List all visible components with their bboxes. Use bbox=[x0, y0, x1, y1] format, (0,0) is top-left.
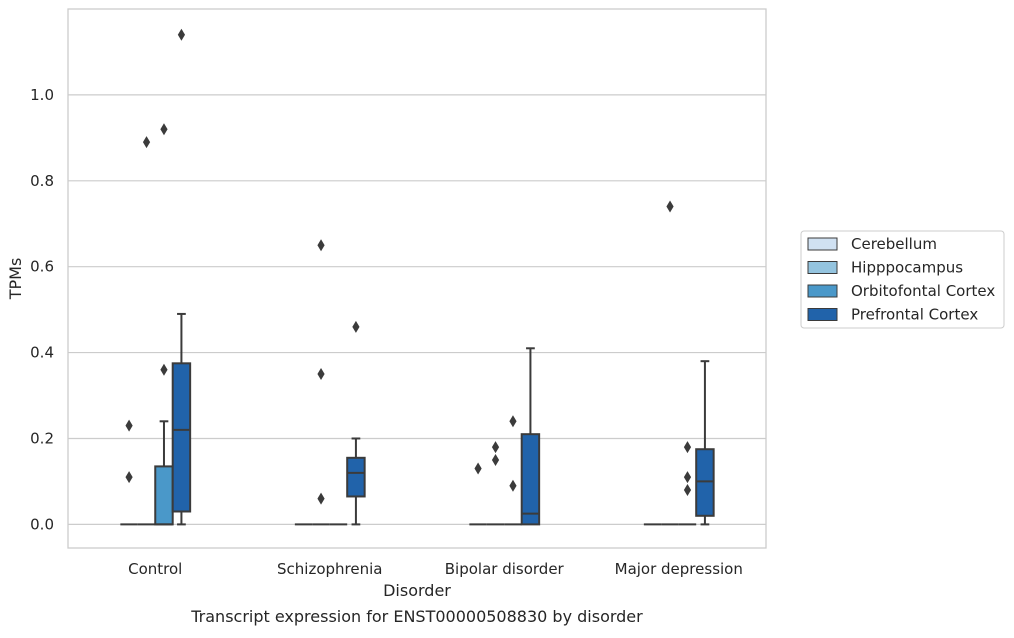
box-hipppocampus bbox=[661, 200, 679, 526]
box-prefrontal-cortex bbox=[520, 347, 541, 526]
box-orbitofontal-cortex bbox=[678, 441, 697, 526]
x-tick-label: Major depression bbox=[615, 560, 743, 578]
box-iqr bbox=[520, 433, 541, 526]
y-tick-label: 0.8 bbox=[30, 172, 54, 190]
outlier-point bbox=[666, 200, 674, 213]
outlier-point bbox=[125, 419, 133, 432]
outlier-point bbox=[683, 441, 692, 454]
box-cerebellum bbox=[469, 462, 487, 526]
outlier-point bbox=[491, 453, 500, 466]
x-tick-label: Schizophrenia bbox=[277, 560, 382, 578]
outlier-point bbox=[683, 484, 692, 497]
legend-label: Orbitofontal Cortex bbox=[851, 282, 995, 300]
outlier-point bbox=[160, 363, 168, 376]
outlier-point bbox=[317, 239, 325, 252]
box-orbitofontal-cortex bbox=[504, 415, 522, 526]
box-layer bbox=[120, 28, 715, 526]
box-prefrontal-cortex bbox=[695, 360, 715, 526]
legend-swatch bbox=[807, 237, 838, 251]
legend-label: Cerebellum bbox=[851, 235, 937, 253]
legend-frame bbox=[800, 230, 1005, 329]
y-tick-label: 1.0 bbox=[30, 86, 54, 104]
outlier-point bbox=[491, 441, 500, 454]
outlier-point bbox=[177, 28, 186, 41]
outlier-point bbox=[509, 479, 517, 492]
box-iqr bbox=[346, 456, 366, 498]
x-axis-label: Disorder bbox=[383, 581, 451, 600]
chart-caption: Transcript expression for ENST0000050883… bbox=[190, 607, 643, 626]
box-hipppocampus bbox=[312, 239, 330, 526]
legend-label: Hipppocampus bbox=[851, 259, 963, 277]
x-tick-label: Bipolar disorder bbox=[445, 560, 565, 578]
legend: Cerebellum Hipppocampus Orbitofontal Corte… bbox=[800, 230, 1005, 329]
legend-swatch bbox=[807, 284, 838, 298]
plot-frame bbox=[67, 8, 767, 549]
box-cerebellum bbox=[120, 419, 138, 526]
outlier-point bbox=[474, 462, 482, 475]
legend-items: Cerebellum Hipppocampus Orbitofontal Corte… bbox=[807, 235, 995, 324]
x-tick-layer: Control Schizophrenia Bipolar disorder Majo… bbox=[128, 560, 743, 578]
outlier-point bbox=[509, 415, 517, 428]
legend-swatch bbox=[807, 261, 838, 274]
outlier-point bbox=[317, 492, 325, 505]
x-tick-label: Control bbox=[128, 560, 182, 578]
y-tick-layer: 0.0 0.2 0.4 0.6 0.8 1.0 bbox=[30, 86, 54, 533]
y-tick-label: 0.2 bbox=[30, 429, 54, 447]
outlier-point bbox=[352, 320, 360, 333]
y-axis-label: TPMs bbox=[6, 258, 25, 301]
box-iqr bbox=[171, 362, 192, 513]
box-iqr bbox=[695, 448, 715, 517]
box-orbitofontal-cortex bbox=[154, 123, 174, 526]
box-prefrontal-cortex bbox=[346, 320, 366, 526]
outlier-point bbox=[142, 136, 151, 149]
y-tick-label: 0.6 bbox=[30, 258, 54, 276]
outlier-point bbox=[160, 123, 168, 136]
y-tick-label: 0.0 bbox=[30, 515, 54, 533]
legend-swatch bbox=[807, 308, 838, 321]
outlier-point bbox=[317, 368, 325, 381]
box-iqr bbox=[154, 465, 174, 526]
box-hipppocampus bbox=[137, 136, 156, 526]
outlier-point bbox=[683, 471, 692, 484]
outlier-point bbox=[125, 471, 133, 484]
y-tick-label: 0.4 bbox=[30, 344, 54, 362]
box-hipppocampus bbox=[486, 441, 505, 526]
box-prefrontal-cortex bbox=[171, 28, 192, 526]
legend-label: Prefrontal Cortex bbox=[851, 306, 978, 324]
